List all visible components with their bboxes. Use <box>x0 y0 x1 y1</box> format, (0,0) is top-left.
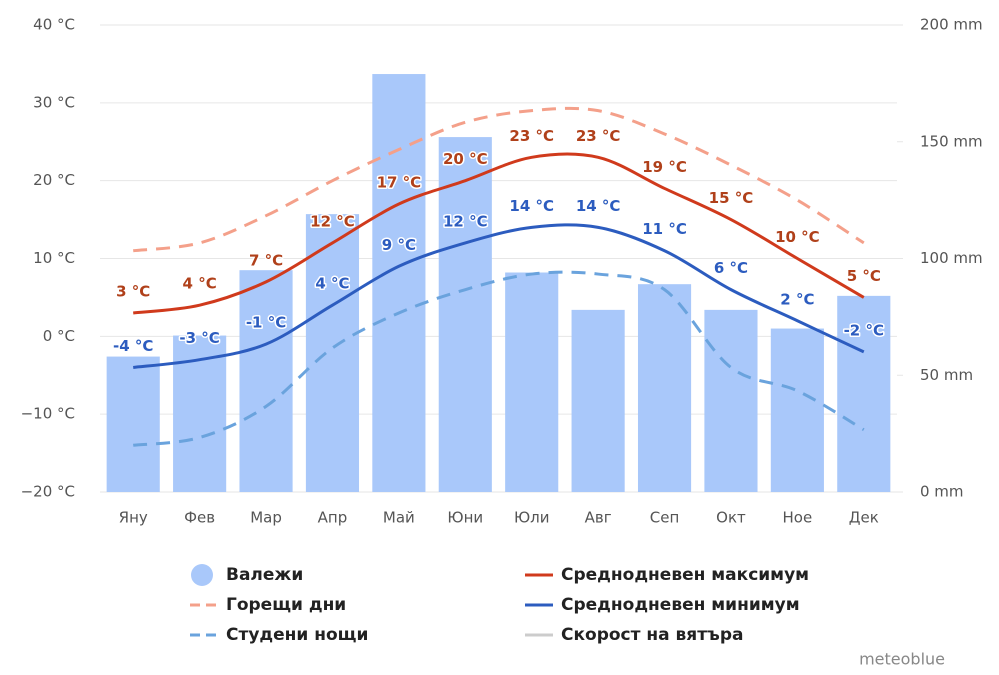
value-label: -1 °C <box>246 314 286 332</box>
x-tick-label: Яну <box>119 509 148 527</box>
bar <box>239 270 293 492</box>
value-label: 4 °C <box>315 275 349 293</box>
y-tick-label: 10 °C <box>33 249 75 267</box>
y2-tick-label: 100 mm <box>920 249 983 267</box>
value-label: 15 °C <box>709 189 754 207</box>
x-tick-label: Сеп <box>650 509 680 527</box>
value-label: 4 °C <box>183 275 217 293</box>
value-label: 12 °C <box>443 212 488 230</box>
value-label: 19 °C <box>642 158 687 176</box>
x-tick-label: Авг <box>585 509 612 527</box>
legend-label: Студени нощи <box>226 625 368 645</box>
value-label: 3 °C <box>116 282 150 300</box>
x-tick-label: Юли <box>514 509 550 527</box>
value-label: 7 °C <box>249 251 283 269</box>
y-tick-label: 40 °C <box>33 16 75 34</box>
bar <box>305 214 360 492</box>
value-label: -2 °C <box>844 321 884 339</box>
value-label: 17 °C <box>377 174 422 192</box>
bar <box>571 309 625 492</box>
value-label: 14 °C <box>576 197 621 215</box>
value-label: 2 °C <box>780 290 814 308</box>
y-tick-label: 30 °C <box>33 93 75 111</box>
bar <box>438 137 492 492</box>
y2-tick-label: 0 mm <box>920 483 964 501</box>
bar <box>505 272 559 492</box>
x-tick-label: Окт <box>716 509 746 527</box>
bar <box>837 295 891 492</box>
line <box>133 106 865 253</box>
y2-tick-label: 150 mm <box>920 132 983 150</box>
value-label: 23 °C <box>509 127 554 145</box>
y-tick-label: 20 °C <box>33 171 75 189</box>
credit: meteoblue <box>859 650 945 669</box>
bar <box>637 284 692 492</box>
legend-label: Горещи дни <box>226 595 346 615</box>
legend-label: Среднодневен минимум <box>561 595 800 615</box>
x-tick-label: Юни <box>447 509 483 527</box>
value-label: 12 °C <box>310 212 355 230</box>
x-tick-label: Май <box>383 509 415 527</box>
y2-tick-label: 200 mm <box>920 16 983 34</box>
value-label: 23 °C <box>576 127 621 145</box>
value-label: 5 °C <box>847 267 881 285</box>
value-label: 14 °C <box>509 197 554 215</box>
legend-label: Валежи <box>226 565 303 585</box>
bar <box>770 328 824 492</box>
y-tick-label: −10 °C <box>21 405 75 423</box>
line <box>133 152 865 315</box>
legend-swatch <box>191 564 213 586</box>
legend-label: Скорост на вятъра <box>561 625 743 645</box>
value-label: 6 °C <box>714 259 748 277</box>
y-tick-label: −20 °C <box>21 483 75 501</box>
x-tick-label: Ное <box>783 509 813 527</box>
bar <box>704 309 758 492</box>
value-label: -4 °C <box>113 337 153 355</box>
x-tick-label: Мар <box>250 509 282 527</box>
value-label: -3 °C <box>179 329 219 347</box>
bar <box>372 74 426 492</box>
legend-label: Среднодневен максимум <box>561 565 809 585</box>
value-label: 11 °C <box>642 220 687 238</box>
bar <box>106 356 160 492</box>
y2-tick-label: 50 mm <box>920 366 973 384</box>
value-label: 9 °C <box>382 236 416 254</box>
y-tick-label: 0 °C <box>43 327 75 345</box>
x-tick-label: Дек <box>849 509 879 527</box>
x-tick-label: Апр <box>318 509 348 527</box>
x-tick-label: Фев <box>184 509 215 527</box>
line <box>133 223 865 369</box>
value-label: 20 °C <box>443 150 488 168</box>
value-label: 10 °C <box>775 228 820 246</box>
